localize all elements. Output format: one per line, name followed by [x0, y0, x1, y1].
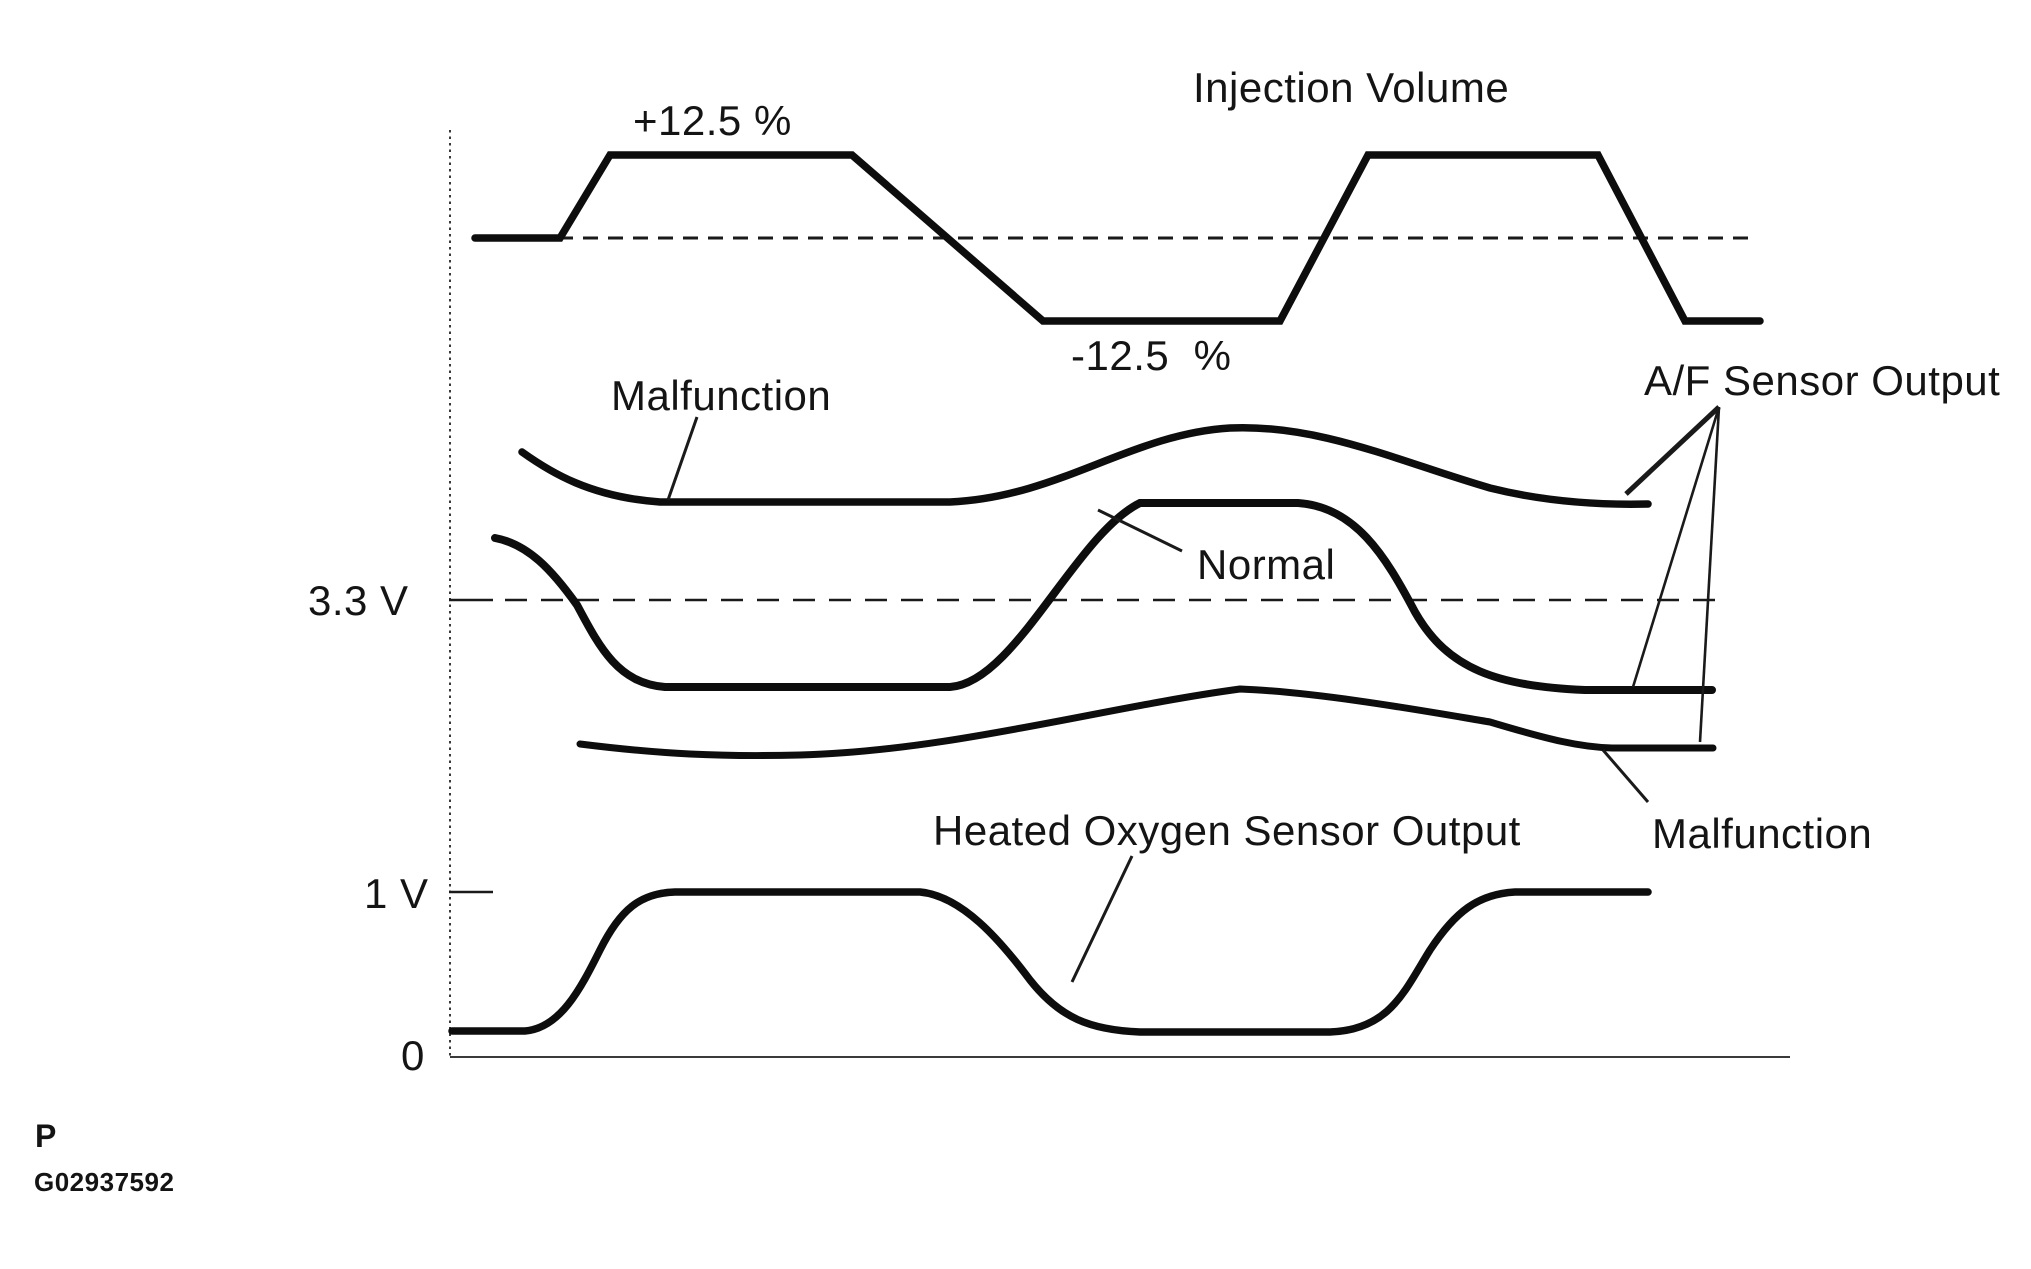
injection-volume-waveform — [471, 151, 1764, 325]
leader-normal — [1097, 508, 1183, 553]
af-malfunction-upper-curve — [518, 423, 1652, 508]
ho2s-output-label: Heated Oxygen Sensor Output — [933, 807, 1521, 854]
figure-code: G02937592 — [34, 1167, 175, 1197]
page-marker: P — [35, 1118, 57, 1154]
af-malfunction-top-label: Malfunction — [611, 372, 832, 419]
af-normal-label: Normal — [1197, 541, 1336, 588]
leader-malfunction-bottom — [1601, 749, 1650, 803]
ho2s-high-voltage-label: 1 V — [364, 870, 429, 917]
leader-af-to-normal-curve — [1631, 406, 1721, 688]
leader-af-to-lower-curve — [1698, 406, 1721, 743]
ho2s-curve — [448, 888, 1652, 1036]
leader-malfunction-top — [666, 416, 699, 501]
injection-high-label: +12.5 % — [633, 97, 792, 144]
af-malfunction-lower-curve — [576, 685, 1717, 760]
af-malfunction-bottom-label: Malfunction — [1652, 810, 1873, 857]
ho2s-zero-label: 0 — [401, 1032, 425, 1079]
injection-low-label: -12.5 % — [1071, 332, 1232, 379]
af-sensor-output-label: A/F Sensor Output — [1644, 357, 2001, 404]
af-center-voltage-label: 3.3 V — [308, 577, 409, 624]
leader-af-to-upper-curve — [1624, 405, 1721, 496]
leader-ho2s — [1070, 855, 1134, 983]
af-normal-curve — [491, 499, 1716, 694]
chart-title: Injection Volume — [1193, 64, 1510, 111]
